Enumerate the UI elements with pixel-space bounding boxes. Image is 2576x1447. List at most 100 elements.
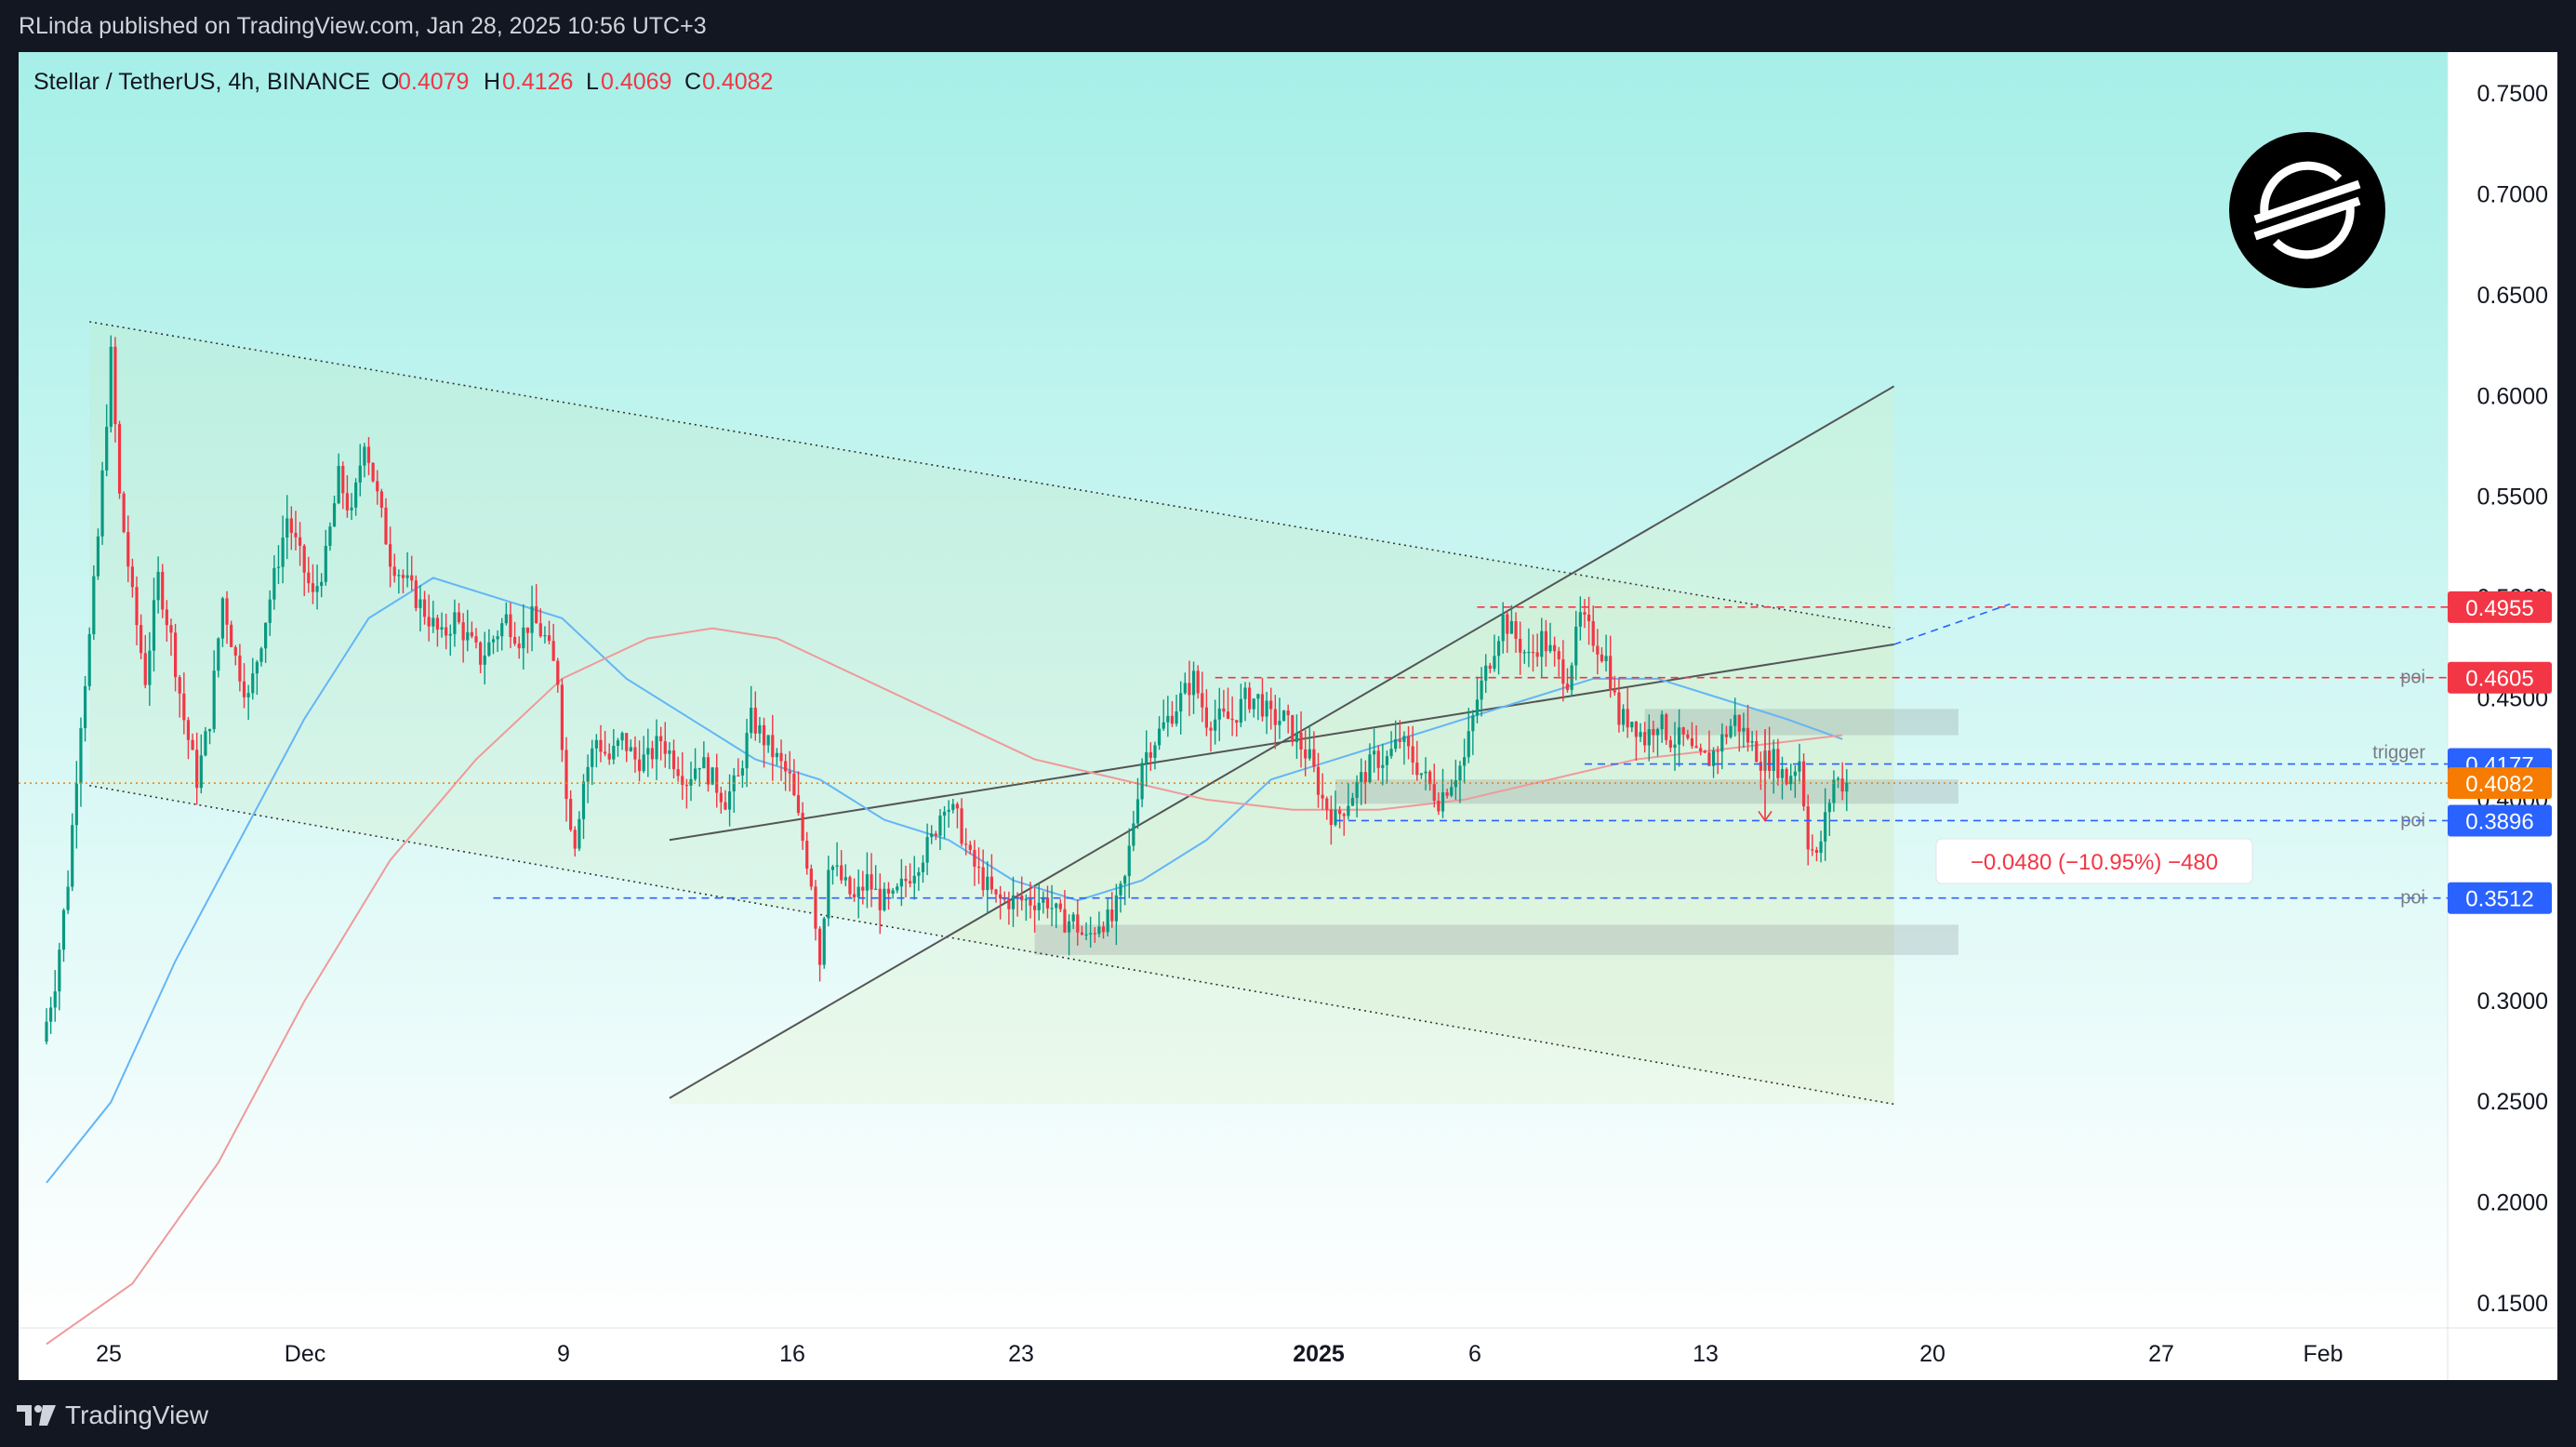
legend-high-label: H: [484, 69, 500, 95]
candle-body: [350, 507, 353, 511]
y-tick-label: 0.1500: [2477, 1291, 2548, 1317]
candle-body: [671, 750, 676, 770]
candle-body: [66, 886, 70, 910]
candle-body: [663, 741, 667, 754]
candle-body: [1634, 722, 1638, 737]
level-tag-1-bg: [2448, 661, 2552, 694]
candle-body: [599, 739, 603, 752]
candle-body: [1711, 750, 1716, 766]
candle-body: [474, 636, 478, 643]
candle-body: [1527, 651, 1531, 654]
candle-body: [1179, 693, 1183, 712]
time-axis[interactable]: 25 Dec 9 16 23 2025 6 13 20 27 Feb: [96, 1341, 2343, 1367]
candles: [45, 335, 1849, 1045]
candle-body: [1363, 772, 1367, 783]
candle-body: [92, 576, 96, 634]
candle-body: [753, 708, 757, 734]
candle-body: [1768, 750, 1772, 772]
x-tick-label: 16: [779, 1341, 805, 1367]
candle-body: [1720, 734, 1724, 752]
candle-body: [1591, 620, 1595, 646]
candle-body: [934, 833, 937, 836]
candle-body: [217, 638, 220, 671]
candle-body: [1265, 700, 1268, 717]
candle-body: [973, 850, 976, 867]
candle-body: [366, 446, 371, 463]
plot-background: [19, 52, 2448, 1328]
candle-body: [1278, 721, 1281, 725]
candle-body: [1334, 810, 1337, 826]
candle-body: [1063, 909, 1067, 933]
candle-body: [435, 617, 440, 630]
legend-open: 0.4079: [398, 69, 469, 95]
candle-body: [1750, 740, 1754, 743]
zone-2: [1034, 924, 1959, 955]
candle-body: [1742, 727, 1746, 732]
candle-body: [1557, 651, 1560, 660]
candle-body: [1561, 659, 1565, 684]
candle-body: [1204, 707, 1208, 728]
y-tick-label: 0.6500: [2477, 283, 2548, 309]
chart-area[interactable]: poi trigger poi poi −0.0480 (−10.95%) −480 S…: [19, 52, 2557, 1380]
candle-body: [883, 888, 886, 910]
candle-body: [827, 870, 830, 919]
candle-body: [938, 816, 942, 836]
candle-body: [724, 802, 727, 810]
candle-body: [1475, 699, 1480, 716]
candle-body: [1824, 812, 1827, 842]
candle-body: [870, 874, 873, 890]
candle-body: [1007, 898, 1011, 909]
candle-body: [633, 747, 637, 760]
candle-body: [1832, 779, 1836, 803]
candle-body: [697, 768, 701, 770]
candle-body: [976, 866, 981, 869]
tradingview-logo[interactable]: TradingView: [17, 1401, 208, 1430]
candle-body: [1058, 903, 1062, 909]
candle-body: [376, 481, 379, 492]
candle-body: [1295, 732, 1299, 742]
candle-body: [466, 631, 470, 641]
candle-body: [289, 518, 293, 533]
candle-body: [410, 575, 414, 581]
candle-body: [1716, 750, 1720, 752]
candle-body: [363, 446, 366, 466]
candle-body: [1097, 926, 1101, 935]
legend-high: 0.4126: [502, 69, 573, 95]
candle-body: [1162, 722, 1165, 729]
candle-body: [1522, 652, 1526, 654]
candle-body: [629, 747, 632, 751]
candle-body: [392, 566, 396, 577]
candle-body: [397, 575, 401, 577]
candle-body: [538, 623, 542, 637]
candle-body: [1101, 926, 1106, 933]
candle-body: [1655, 729, 1660, 736]
candle-body: [1024, 898, 1028, 901]
candle-body: [616, 740, 620, 747]
candle-body: [53, 991, 57, 1008]
candle-body: [865, 874, 870, 891]
candle-body: [1798, 761, 1801, 772]
candle-body: [1291, 715, 1295, 742]
level-tag-0-bg: [2448, 591, 2552, 623]
candle-body: [1093, 933, 1096, 935]
candle-body: [1119, 883, 1122, 896]
candle-body: [659, 736, 663, 742]
candle-body: [551, 641, 555, 661]
candle-body: [83, 685, 87, 729]
candle-body: [1643, 732, 1647, 746]
candle-body: [281, 538, 285, 567]
candle-body: [122, 493, 126, 533]
level-lines: poi trigger poi poi −0.0480 (−10.95%) −480: [19, 606, 2448, 909]
price-chart[interactable]: poi trigger poi poi −0.0480 (−10.95%) −480 S…: [19, 52, 2557, 1380]
candle-body: [684, 784, 688, 787]
candle-body: [740, 768, 745, 776]
candle-body: [1304, 749, 1308, 759]
candle-body: [1519, 638, 1522, 653]
candle-body: [1067, 921, 1071, 933]
y-tick-label: 0.5500: [2477, 485, 2548, 511]
candle-body: [586, 766, 590, 782]
candle-body: [307, 572, 311, 584]
last-price-tag-bg: [2448, 767, 2552, 800]
legend-open-label: O: [381, 69, 399, 95]
